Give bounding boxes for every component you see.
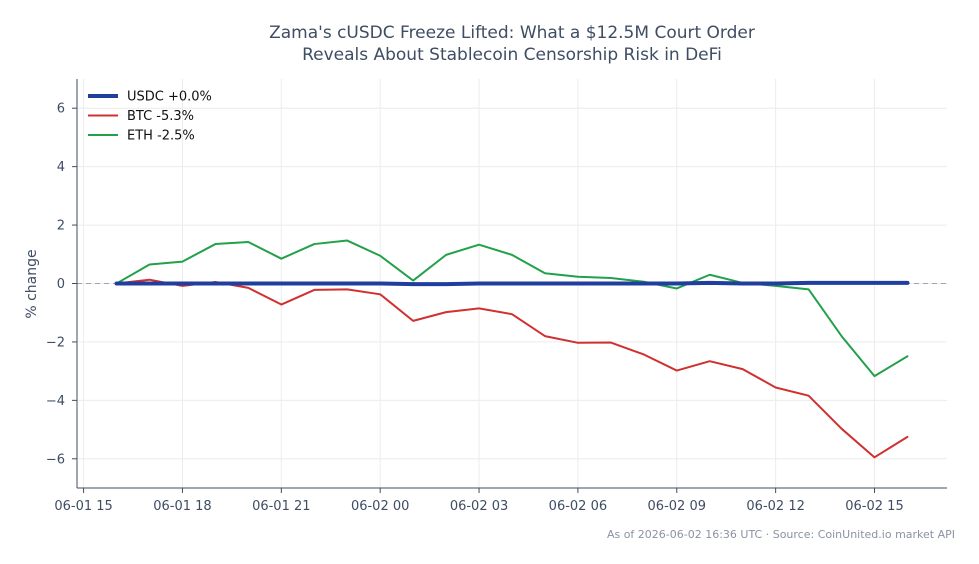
- legend: USDC +0.0% BTC -5.3% ETH -2.5%: [88, 90, 212, 144]
- x-tick-label: 06-02 09: [648, 499, 706, 514]
- y-tick-label: 0: [57, 277, 65, 292]
- x-tick-label: 06-02 06: [549, 499, 607, 514]
- series-lines: [114, 239, 910, 459]
- legend-label-eth: ETH -2.5%: [127, 129, 195, 144]
- legend-label-usdc: USDC +0.0%: [127, 90, 212, 105]
- x-tick-label: 06-01 15: [54, 499, 112, 514]
- x-ticks: 06-01 15 06-01 18 06-01 21 06-02 00 06-02 03…: [54, 488, 904, 514]
- y-tick-label: 2: [57, 219, 65, 234]
- series-line-btc: [115, 278, 909, 459]
- y-tick-label: 4: [57, 160, 65, 175]
- x-tick-label: 06-01 18: [153, 499, 211, 514]
- series-line-eth: [115, 239, 909, 378]
- x-tick-label: 06-02 03: [450, 499, 508, 514]
- footer-source-note: As of 2026-06-02 16:36 UTC · Source: Coi…: [607, 528, 955, 541]
- legend-label-btc: BTC -5.3%: [127, 109, 194, 124]
- y-tick-label: −4: [46, 394, 65, 409]
- x-tick-label: 06-02 12: [746, 499, 804, 514]
- y-ticks: −6 −4 −2 0 2 4 6: [46, 102, 77, 467]
- x-tick-label: 06-02 15: [845, 499, 903, 514]
- chart-title-line-1: Zama's cUSDC Freeze Lifted: What a $12.5…: [269, 23, 755, 43]
- x-tick-label: 06-01 21: [252, 499, 310, 514]
- y-tick-label: −6: [46, 452, 65, 467]
- y-tick-label: 6: [57, 102, 65, 117]
- x-tick-label: 06-02 00: [351, 499, 409, 514]
- series-line-usdc: [114, 280, 910, 287]
- y-tick-label: −2: [46, 335, 65, 350]
- chart-title-line-2: Reveals About Stablecoin Censorship Risk…: [302, 45, 722, 65]
- y-axis-label: % change: [24, 249, 40, 318]
